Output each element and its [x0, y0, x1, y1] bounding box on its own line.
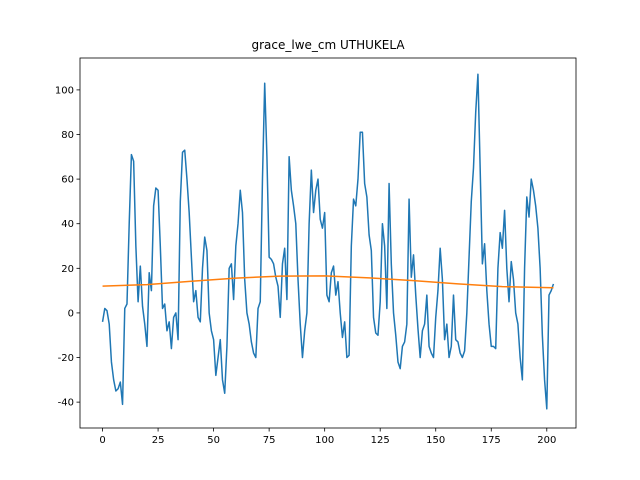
x-tick-label: 50	[207, 435, 220, 446]
x-tick-label: 25	[152, 435, 165, 446]
y-tick-label: 0	[68, 308, 74, 319]
x-tick-label: 175	[482, 435, 501, 446]
series-line	[101, 73, 555, 410]
x-tick-label: 125	[371, 435, 390, 446]
y-tick-label: 40	[61, 219, 74, 230]
x-tick-label: 150	[426, 435, 445, 446]
y-tick-label: 60	[61, 175, 74, 186]
y-tick-label: -40	[58, 398, 74, 409]
x-tick-label: 75	[263, 435, 276, 446]
x-tick-label: 0	[99, 435, 105, 446]
x-tick-label: 100	[315, 435, 334, 446]
y-tick-label: 100	[55, 85, 74, 96]
axes-frame	[79, 57, 577, 429]
y-tick-label: 80	[61, 130, 74, 141]
plot-area	[80, 58, 576, 428]
chart-title: grace_lwe_cm UTHUKELA	[251, 38, 405, 52]
y-tick-label: 20	[61, 264, 74, 275]
series-line	[102, 275, 554, 289]
y-tick-label: -20	[58, 353, 74, 364]
x-tick-label: 200	[537, 435, 556, 446]
